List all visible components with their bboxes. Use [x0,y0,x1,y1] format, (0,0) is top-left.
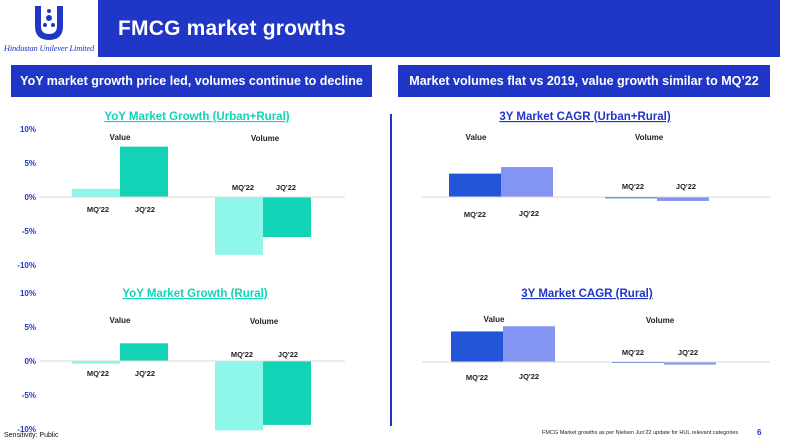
bar-value-mq22 [451,331,503,362]
hul-logo: Hindustan Unilever Limited [0,0,98,60]
y-tick-label: 0% [24,357,36,366]
category-label: MQ'22 [232,183,254,192]
banner-right: Market volumes flat vs 2019, value growt… [398,65,770,97]
category-label: MQ'22 [622,348,644,357]
logo-text: Hindustan Unilever Limited [3,43,95,53]
category-label: MQ'22 [464,210,486,219]
group-label: Value [110,316,131,325]
panel-divider [390,114,392,426]
unilever-u-icon [35,6,63,40]
source-note: FMCG Market growths as per Nielsen Jun'2… [542,430,739,436]
chart-title: 3Y Market CAGR (Rural) [521,288,653,300]
bar-volume-jq22 [657,197,709,201]
category-label: JQ'22 [135,369,155,378]
bar-volume-jq22 [263,361,311,425]
group-label: Volume [251,134,280,143]
bar-value-jq22 [501,167,553,197]
y-tick-label: 10% [20,289,36,298]
bar-volume-mq22 [605,197,657,199]
category-label: JQ'22 [519,372,539,381]
category-label: MQ'22 [466,373,488,382]
y-tick-label: -5% [22,391,36,400]
group-label: Value [484,315,505,324]
category-label: MQ'22 [231,350,253,359]
chart-title: 3Y Market CAGR (Urban+Rural) [499,111,671,123]
y-tick-label: -10% [17,425,36,434]
category-label: JQ'22 [678,348,698,357]
banner-left: YoY market growth price led, volumes con… [11,65,372,97]
chart-title: YoY Market Growth (Urban+Rural) [104,111,289,123]
page-number: 6 [757,428,762,437]
bar-volume-mq22 [215,197,263,255]
bar-value-mq22 [449,173,501,197]
y-tick-label: -5% [22,227,36,236]
bar-volume-jq22 [664,362,716,365]
group-label: Volume [635,133,664,142]
bar-value-jq22 [503,326,555,362]
page-title: FMCG market growths [118,17,346,40]
category-label: JQ'22 [278,350,298,359]
group-label: Volume [250,317,279,326]
group-label: Volume [646,316,675,325]
category-label: MQ'22 [622,182,644,191]
y-tick-label: 5% [24,323,36,332]
bar-volume-mq22 [215,361,263,431]
category-label: JQ'22 [135,205,155,214]
y-tick-label: -10% [17,261,36,270]
category-label: MQ'22 [87,205,109,214]
y-tick-label: 0% [24,193,36,202]
bar-value-jq22 [120,146,168,197]
group-label: Value [466,133,487,142]
y-tick-label: 10% [20,125,36,134]
y-tick-label: 5% [24,159,36,168]
right-strip [780,0,788,446]
bar-value-mq22 [72,361,120,364]
category-label: JQ'22 [676,182,696,191]
sensitivity-label: Sensitivity: Public [4,432,59,439]
title-bar: FMCG market growths [98,0,780,57]
bar-value-jq22 [120,343,168,361]
bar-volume-jq22 [263,197,311,238]
group-label: Value [110,133,131,142]
category-label: MQ'22 [87,369,109,378]
category-label: JQ'22 [276,183,296,192]
chart-title: YoY Market Growth (Rural) [122,288,267,300]
category-label: JQ'22 [519,209,539,218]
bar-value-mq22 [72,188,120,197]
